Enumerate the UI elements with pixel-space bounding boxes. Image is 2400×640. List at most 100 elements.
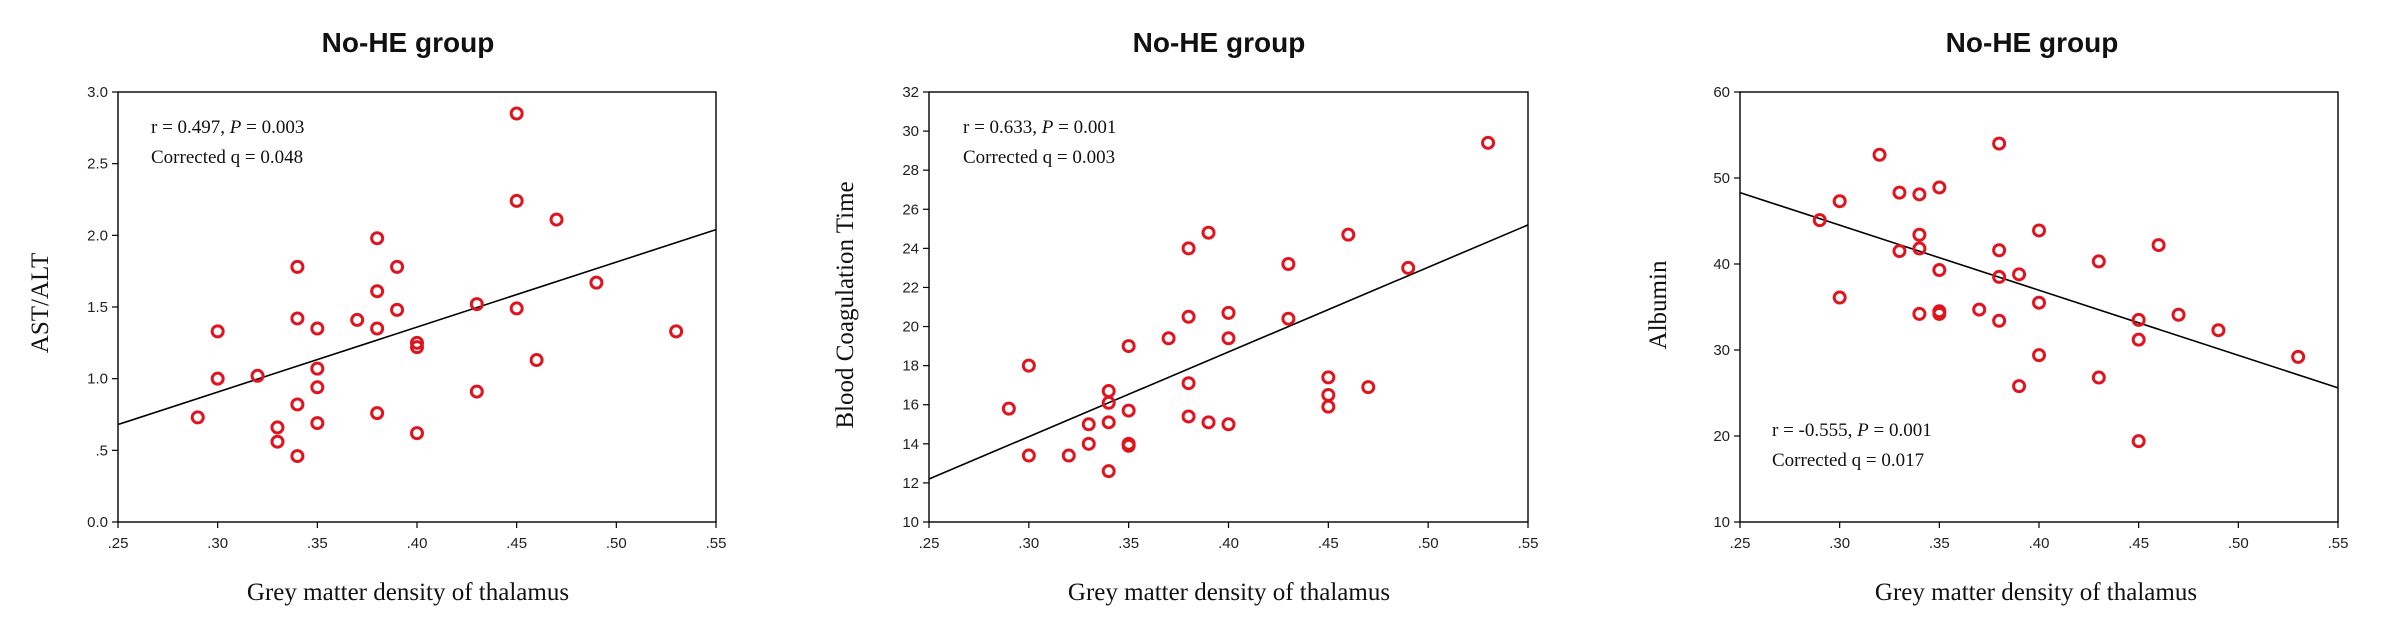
data-point xyxy=(1932,306,1947,321)
regression-line xyxy=(928,224,1529,480)
x-tick-label: .30 xyxy=(1018,535,1039,552)
data-point xyxy=(2131,332,2146,347)
x-tick-label: .45 xyxy=(2128,535,2149,552)
y-tick-label: 14 xyxy=(902,436,919,453)
data-point xyxy=(1932,263,1947,278)
correlation-annotation: r = 0.497, P = 0.003 xyxy=(151,117,304,138)
y-tick-label: 26 xyxy=(902,201,919,218)
data-point xyxy=(1201,415,1216,430)
y-tick-label: 3.0 xyxy=(87,84,108,101)
data-point xyxy=(1341,227,1356,242)
y-tick-label: 16 xyxy=(902,397,919,414)
data-point xyxy=(1181,409,1196,424)
correlation-annotation: r = 0.633, P = 0.001 xyxy=(963,117,1116,138)
data-point xyxy=(2171,307,2186,322)
data-point xyxy=(1061,448,1076,463)
regression-line xyxy=(1739,191,2339,389)
corrected-q-annotation: Corrected q = 0.017 xyxy=(1772,450,1924,471)
data-point xyxy=(1021,358,1036,373)
y-tick-label: 60 xyxy=(1713,84,1730,101)
data-point xyxy=(589,275,604,290)
data-point xyxy=(310,321,325,336)
data-point xyxy=(1321,370,1336,385)
data-point xyxy=(250,368,265,383)
panel-title: No-HE group xyxy=(1946,27,2119,58)
data-point xyxy=(1181,241,1196,256)
data-point xyxy=(1281,311,1296,326)
data-point xyxy=(1181,376,1196,391)
data-point xyxy=(1101,415,1116,430)
data-point xyxy=(210,324,225,339)
data-point xyxy=(270,434,285,449)
x-axis-label: Grey matter density of thalamus xyxy=(247,579,569,606)
data-point xyxy=(1361,380,1376,395)
x-tick-label: .25 xyxy=(919,535,940,552)
y-tick-label: 20 xyxy=(902,319,919,336)
r-value: r = 0.633, xyxy=(963,117,1042,138)
corrected-q-annotation: Corrected q = 0.003 xyxy=(963,147,1115,168)
y-tick-label: 24 xyxy=(902,240,919,257)
y-tick-label: 40 xyxy=(1713,256,1730,273)
x-tick-label: .25 xyxy=(108,535,129,552)
p-value: = 0.001 xyxy=(1053,117,1116,138)
x-tick-label: .30 xyxy=(207,535,228,552)
y-axis-label: Albumin xyxy=(1645,260,1672,349)
data-point xyxy=(290,397,305,412)
data-point xyxy=(2291,349,2306,364)
data-point xyxy=(1992,136,2007,151)
data-point xyxy=(1121,339,1136,354)
data-point xyxy=(469,384,484,399)
x-tick-label: .40 xyxy=(407,535,428,552)
data-point xyxy=(2131,434,2146,449)
scatter-panel-albumin: No-HE group Albumin Grey matter density … xyxy=(1645,27,2348,606)
correlation-annotation: r = -0.555, P = 0.001 xyxy=(1772,420,1932,441)
y-tick-label: 28 xyxy=(902,162,919,179)
data-point xyxy=(1081,436,1096,451)
y-tick-label: 10 xyxy=(1713,514,1730,531)
x-tick-label: .55 xyxy=(2328,535,2349,552)
data-point xyxy=(529,353,544,368)
panel-title: No-HE group xyxy=(1133,27,1306,58)
y-tick-label: 30 xyxy=(1713,342,1730,359)
data-point xyxy=(1992,269,2007,284)
data-point xyxy=(370,231,385,246)
data-point xyxy=(310,361,325,376)
data-point xyxy=(1101,464,1116,479)
data-point xyxy=(1121,403,1136,418)
x-tick-label: .40 xyxy=(1218,535,1239,552)
data-point xyxy=(410,340,424,355)
data-point xyxy=(1872,147,1887,162)
data-point xyxy=(2012,267,2027,282)
data-point xyxy=(1912,187,1927,202)
data-point xyxy=(1021,448,1036,463)
data-point xyxy=(270,420,285,435)
data-point xyxy=(1321,387,1336,402)
data-point xyxy=(2012,379,2027,394)
x-tick-label: .35 xyxy=(307,535,328,552)
data-point xyxy=(1832,290,1847,305)
data-point xyxy=(1001,401,1016,416)
y-tick-label: 1.0 xyxy=(87,371,108,388)
data-point xyxy=(1932,180,1947,195)
data-point xyxy=(1401,260,1416,275)
y-axis-label: AST/ALT xyxy=(27,253,54,353)
p-value: = 0.001 xyxy=(1869,420,1932,441)
data-point xyxy=(210,371,225,386)
data-point xyxy=(370,406,385,421)
data-point xyxy=(1101,395,1116,410)
data-point xyxy=(669,324,684,339)
y-tick-label: 50 xyxy=(1713,170,1730,187)
data-point xyxy=(290,449,305,464)
y-tick-label: 20 xyxy=(1713,428,1730,445)
data-point xyxy=(1912,241,1927,256)
x-tick-label: .25 xyxy=(1730,535,1751,552)
x-tick-label: .50 xyxy=(606,535,627,552)
data-point xyxy=(1972,302,1987,317)
data-point xyxy=(509,301,524,316)
data-point xyxy=(509,106,524,121)
r-value: r = -0.555, xyxy=(1772,420,1857,441)
data-point xyxy=(1221,331,1236,346)
data-point xyxy=(1481,135,1496,150)
data-point xyxy=(2091,254,2106,269)
